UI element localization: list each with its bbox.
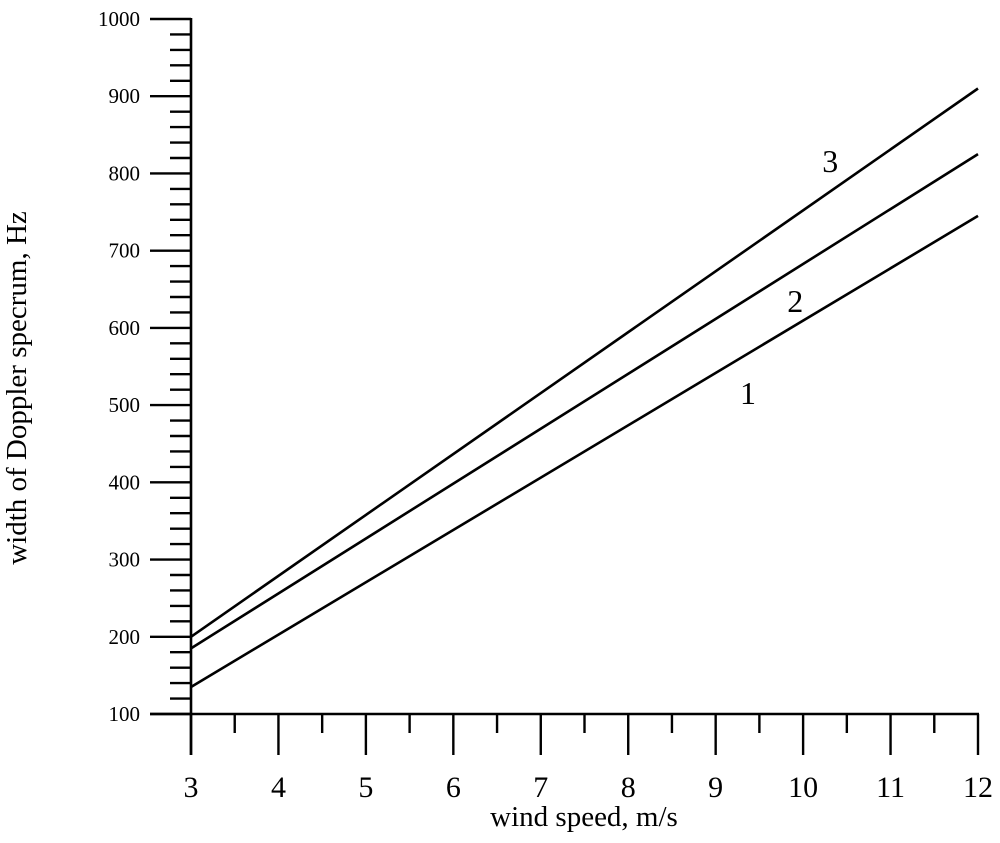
y-tick-label: 500 xyxy=(109,393,141,417)
y-tick-label: 800 xyxy=(109,161,141,185)
y-tick-label: 400 xyxy=(109,470,141,494)
series-line-1 xyxy=(190,214,979,689)
series-label-1: 1 xyxy=(740,375,756,411)
series-label-2: 2 xyxy=(787,283,803,319)
y-tick-label: 1000 xyxy=(98,7,140,31)
x-tick-label: 7 xyxy=(533,771,548,804)
axis-ticks xyxy=(150,17,980,755)
x-tick-label: 10 xyxy=(788,771,818,804)
x-tick-label: 12 xyxy=(963,771,993,804)
x-tick-label: 8 xyxy=(621,771,636,804)
x-tick-label: 11 xyxy=(876,771,905,804)
x-tick-label: 4 xyxy=(271,771,286,804)
y-tick-label: 900 xyxy=(109,84,141,108)
axis-tick-labels: 100 200 300 400 500 600 700 800 900 1000 3 4 5 6 7 8 9 10… xyxy=(98,7,993,804)
data-series xyxy=(190,87,979,689)
y-tick-label: 200 xyxy=(109,625,141,649)
curve-labels: 1 2 3 xyxy=(740,143,838,411)
x-tick-label: 6 xyxy=(446,771,461,804)
y-axis-title: width of Doppler specrum, Hz xyxy=(1,211,33,565)
x-axis-title: wind speed, m/s xyxy=(490,801,678,833)
series-line-2 xyxy=(190,153,979,650)
x-tick-label: 9 xyxy=(708,771,723,804)
x-tick-label: 3 xyxy=(184,771,199,804)
y-tick-label: 100 xyxy=(109,702,141,726)
series-line-3 xyxy=(190,87,979,638)
x-tick-label: 5 xyxy=(358,771,373,804)
y-tick-label: 300 xyxy=(109,548,141,572)
y-tick-label: 600 xyxy=(109,316,141,340)
y-tick-label: 700 xyxy=(109,239,141,263)
series-label-3: 3 xyxy=(822,143,838,179)
